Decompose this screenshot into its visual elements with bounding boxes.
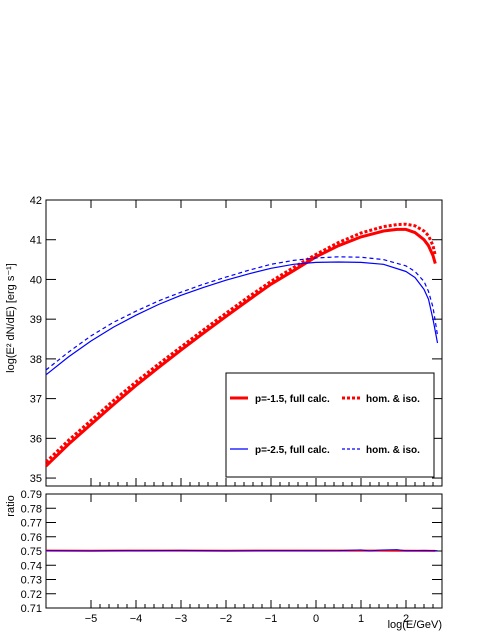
lower-y-tick-label: 0.79 — [21, 489, 42, 501]
legend-label-p25-hom: hom. & iso. — [366, 445, 420, 456]
lower-x-tick-label: −1 — [265, 613, 278, 625]
upper-series-line-1 — [44, 222, 437, 464]
lower-x-tick-label: 0 — [313, 613, 319, 625]
lower-axis-ticks: −5 −4 −3 −2 −1 0 1 2 0.71 0.72 0.73 0.74 0.75 0.76 0.7… — [21, 489, 442, 625]
lower-x-tick-label: −2 — [220, 613, 233, 625]
upper-series-line-3 — [45, 256, 439, 371]
legend-label-p15-full: p=-1.5, full calc. — [255, 394, 330, 405]
upper-series-group — [44, 222, 439, 468]
x-axis-title: log(E/GeV) — [388, 619, 442, 631]
lower-y-tick-label: 0.71 — [21, 603, 42, 615]
legend: p=-1.5, full calc. hom. & iso. p=-2.5, f… — [225, 372, 435, 478]
lower-y-tick-label: 0.76 — [21, 532, 42, 544]
lower-y-tick-label: 0.77 — [21, 518, 42, 530]
upper-y-tick-label: 37 — [30, 394, 42, 406]
upper-y-tick-label: 35 — [30, 473, 42, 485]
lower-y-tick-label: 0.74 — [21, 560, 42, 572]
lower-y-tick-label: 0.78 — [21, 503, 42, 515]
lower-series-group — [45, 549, 438, 552]
upper-y-tick-label: 39 — [30, 314, 42, 326]
legend-label-p25-full: p=-2.5, full calc. — [255, 445, 330, 456]
lower-y-tick-label: 0.73 — [21, 575, 42, 587]
lower-x-tick-label: −5 — [85, 613, 98, 625]
legend-label-p15-hom: hom. & iso. — [366, 394, 420, 405]
upper-series-line-0 — [44, 227, 437, 468]
lower-x-tick-label: −4 — [130, 613, 143, 625]
upper-axis-ticks: 35 36 37 38 39 40 41 42 — [30, 195, 442, 486]
upper-y-tick-label: 36 — [30, 433, 42, 445]
lower-y-tick-label: 0.75 — [21, 546, 42, 558]
upper-y-tick-label: 40 — [30, 274, 42, 286]
lower-series-line-1 — [45, 549, 438, 552]
lower-x-tick-label: 2 — [403, 613, 409, 625]
upper-series-line-2 — [45, 261, 439, 376]
upper-y-tick-label: 42 — [30, 195, 42, 207]
upper-y-tick-label: 41 — [30, 235, 42, 247]
lower-y-axis-title: ratio — [5, 495, 17, 516]
lower-y-tick-label: 0.72 — [21, 589, 42, 601]
upper-y-axis-title: log(E² dN/dE) [erg s⁻¹] — [5, 263, 17, 373]
lower-x-tick-label: 1 — [358, 613, 364, 625]
lower-x-tick-label: −3 — [175, 613, 188, 625]
legend-box — [225, 372, 435, 478]
upper-y-tick-label: 38 — [30, 354, 42, 366]
